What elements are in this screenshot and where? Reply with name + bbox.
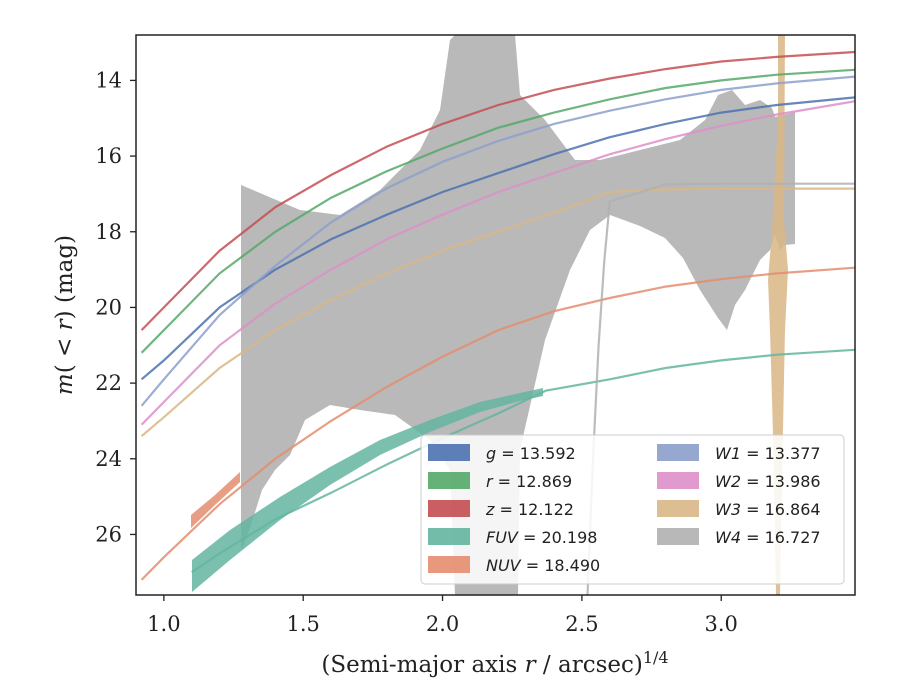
- w3-curve: [140, 187, 855, 437]
- legend-label-w4: W4 = 16.727: [715, 528, 821, 547]
- w3-uncertainty-band: [768, 35, 788, 595]
- nuv-curve: [140, 266, 855, 581]
- w4-uncertainty-band: [241, 35, 795, 595]
- legend-swatch-w3: [657, 500, 699, 517]
- z-curve: [140, 50, 855, 331]
- legend: g = 13.592 r = 12.869 z = 12.122 FUV = 20.1…: [420, 434, 845, 585]
- legend-label-w1: W1 = 13.377: [715, 444, 821, 463]
- legend-swatch-w2: [657, 472, 699, 489]
- y-tick-label: 14: [95, 68, 122, 92]
- g-curve: [140, 96, 855, 381]
- y-axis-label: m( < r) (mag): [52, 235, 78, 395]
- uncertainty-bands: [191, 35, 795, 595]
- nuv-uncertainty-band: [191, 472, 240, 528]
- legend-label-r: r = 12.869: [486, 472, 572, 491]
- fuv-curve: [191, 348, 855, 574]
- legend-label-g: g = 13.592: [486, 444, 576, 463]
- legend-swatch-nuv: [428, 556, 470, 573]
- y-tick-label: 24: [95, 447, 122, 471]
- plot-frame: [135, 34, 856, 596]
- w1-curve: [140, 75, 855, 407]
- r-curve: [140, 68, 855, 354]
- legend-label-z: z = 12.122: [485, 500, 574, 519]
- y-axis-ticks: 14 16 18 20 22 24 26: [95, 68, 136, 546]
- legend-label-w3: W3 = 16.864: [715, 500, 821, 519]
- w4-curve: [586, 182, 855, 595]
- x-axis-label: (Semi-major axis r / arcsec)1/4: [321, 648, 668, 678]
- legend-swatch-g: [428, 444, 470, 461]
- legend-swatch-w1: [657, 444, 699, 461]
- y-tick-label: 26: [95, 522, 122, 546]
- legend-box: [420, 434, 845, 585]
- x-tick-label: 1.0: [147, 612, 180, 636]
- legend-label-nuv: NUV = 18.490: [486, 556, 600, 575]
- legend-swatch-w4: [657, 528, 699, 545]
- y-tick-label: 18: [95, 220, 122, 244]
- x-axis-ticks: 1.0 1.5 2.0 2.5 3.0: [147, 595, 738, 636]
- y-tick-label: 16: [95, 144, 122, 168]
- legend-swatch-fuv: [428, 528, 470, 545]
- y-tick-label: 20: [95, 295, 122, 319]
- series-lines: [140, 50, 855, 595]
- x-tick-label: 2.5: [565, 612, 598, 636]
- x-tick-label: 1.5: [287, 612, 320, 636]
- x-tick-label: 3.0: [705, 612, 738, 636]
- w2-curve: [140, 100, 855, 426]
- legend-swatch-r: [428, 472, 470, 489]
- x-tick-label: 2.0: [426, 612, 459, 636]
- legend-swatch-z: [428, 500, 470, 517]
- y-tick-label: 22: [95, 371, 122, 395]
- legend-label-fuv: FUV = 20.198: [486, 528, 597, 547]
- legend-label-w2: W2 = 13.986: [715, 472, 821, 491]
